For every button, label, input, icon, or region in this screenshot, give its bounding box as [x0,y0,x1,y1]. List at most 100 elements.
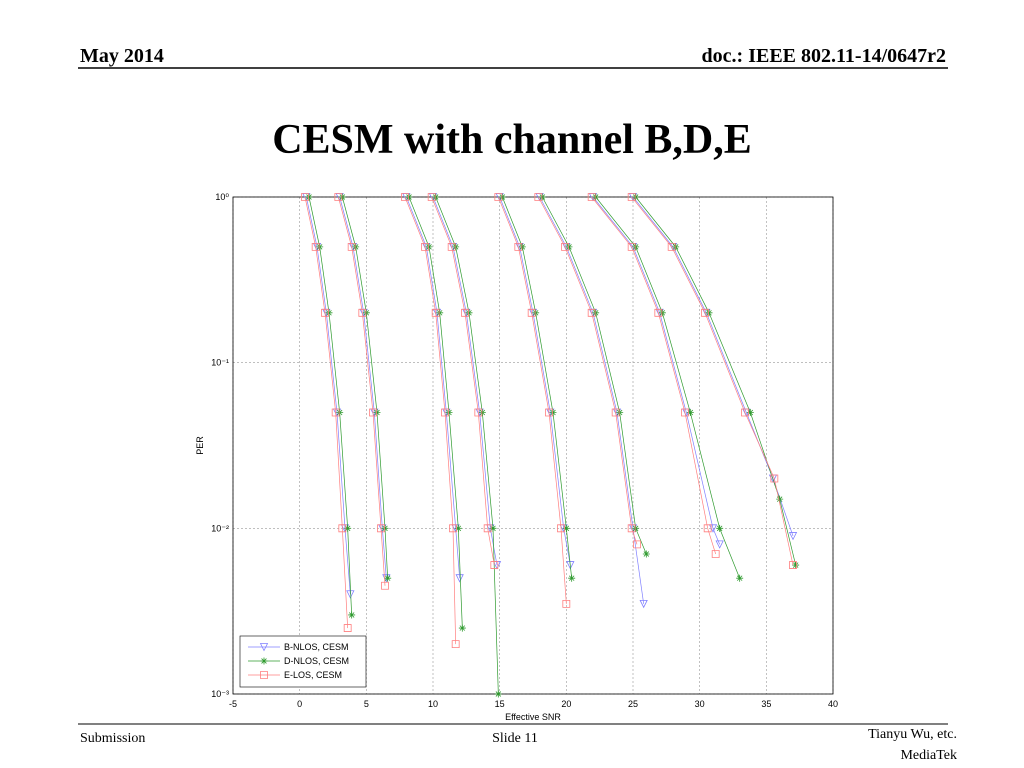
legend-label: E-LOS, CESM [284,670,342,680]
legend-label: B-NLOS, CESM [284,642,349,652]
data-point [746,409,754,417]
data-point [627,242,636,251]
data-point [458,624,466,632]
x-tick-label: -5 [229,699,237,709]
data-point [549,409,557,417]
data-point [518,243,526,251]
data-point [788,532,798,541]
data-point [789,561,797,569]
data-point [384,574,392,582]
y-tick-label: 10⁻² [211,523,229,533]
data-point [441,408,449,417]
data-point [681,408,689,417]
data-point [305,193,313,201]
data-point [592,193,600,201]
data-point [565,243,573,251]
data-point [381,581,389,590]
data-point [369,408,377,417]
data-point [447,242,456,251]
data-point [321,308,329,317]
data-point [736,574,744,582]
data-point [348,611,356,619]
data-point [632,193,640,201]
data-point [325,309,333,317]
x-tick-label: 20 [561,699,571,709]
data-point [627,524,636,533]
data-point [358,308,367,317]
data-point [532,309,540,317]
data-point [431,308,440,317]
x-tick-label: 35 [761,699,771,709]
legend-marker [259,643,269,652]
data-point [432,193,440,201]
plot-frame [232,196,834,695]
data-point [538,193,546,201]
footer-right: Tianyu Wu, etc. [868,727,957,742]
data-point [792,561,800,569]
plot-area [233,197,833,694]
x-tick-label: 25 [628,699,638,709]
data-point [642,550,650,558]
data-point [331,408,340,417]
data-point [627,193,636,201]
y-tick-label: 10⁻³ [211,689,229,699]
data-point [770,474,779,483]
data-point [611,408,620,417]
x-tick-label: 5 [364,699,369,709]
slide-title: CESM with channel B,D,E [272,117,752,163]
footer-center: Slide 11 [492,731,538,746]
footer-right: MediaTek [900,748,957,763]
data-point [705,309,713,317]
plot: -5 0 5 10 15 20 25 30 35 40 10⁻³ 10⁻² 10⁻¹ 10⁰ Effecti… [195,192,838,722]
data-point [425,243,433,251]
y-axis-label: PER [195,436,205,455]
data-point [377,524,385,533]
x-tick-label: 40 [828,699,838,709]
data-point [498,193,506,201]
data-point [633,540,641,549]
data-point [421,242,429,251]
data-point [483,524,492,533]
x-tick-label: 0 [297,699,302,709]
data-point [362,309,370,317]
data-point [347,242,356,251]
series-line [304,196,794,645]
series-line [308,196,797,695]
x-axis-label: Effective SNR [505,712,561,722]
data-point [534,193,543,201]
data-point [449,524,457,533]
data-point [344,524,352,532]
legend-marker [260,671,268,679]
data-point [445,409,453,417]
data-point [452,243,460,251]
data-point [514,242,523,251]
data-point [338,524,347,533]
data-point [703,524,712,533]
data-point [568,574,576,582]
data-point [336,409,344,417]
legend-label: D-NLOS, CESM [284,656,349,666]
data-point [338,193,346,201]
data-point [494,690,502,698]
data-point [478,409,486,417]
data-point [562,524,570,532]
data-point [405,193,413,201]
data-point [557,524,565,533]
data-point [461,308,469,317]
y-tick-label: 10⁻¹ [211,358,229,368]
series-line [305,196,794,604]
data-point [334,193,343,201]
data-point [654,308,663,317]
data-point [455,574,464,583]
data-point [592,309,600,317]
data-point [566,561,575,570]
data-point [427,193,436,201]
data-point [672,243,680,251]
data-point [451,640,460,649]
data-point [465,309,473,317]
header-doc: doc.: IEEE 802.11-14/0647r2 [702,45,946,67]
data-point [616,409,624,417]
data-point [381,524,389,532]
data-point [701,308,709,317]
